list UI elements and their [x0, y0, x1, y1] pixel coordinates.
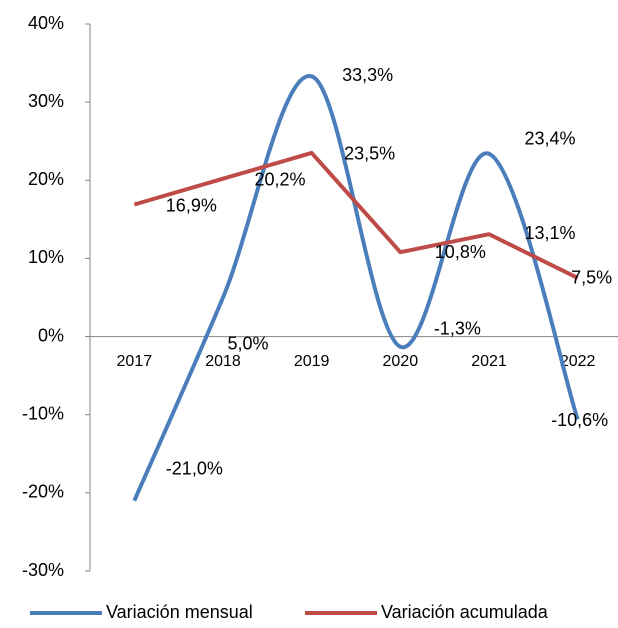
- data-label: -21,0%: [166, 458, 223, 478]
- y-tick-label: 10%: [28, 247, 64, 267]
- y-tick-label: 20%: [28, 169, 64, 189]
- x-tick-label: 2019: [294, 353, 330, 370]
- x-tick-label: 2020: [383, 353, 419, 370]
- data-label: 23,5%: [344, 144, 395, 164]
- data-label: 33,3%: [342, 65, 393, 85]
- y-tick-label: -10%: [22, 403, 64, 423]
- x-tick-label: 2017: [117, 353, 153, 370]
- data-label: 13,1%: [524, 223, 575, 243]
- y-tick-label: -20%: [22, 482, 64, 502]
- series-line: [133, 150, 579, 280]
- data-label: 20,2%: [254, 169, 305, 189]
- data-label: -1,3%: [434, 318, 481, 338]
- legend-label: Variación mensual: [106, 602, 253, 622]
- y-tick-label: 40%: [28, 13, 64, 33]
- y-tick-label: 0%: [38, 325, 64, 345]
- legend-label: Variación acumulada: [381, 602, 549, 622]
- y-tick-label: 30%: [28, 91, 64, 111]
- data-label: 23,4%: [524, 128, 575, 148]
- data-label: 16,9%: [166, 195, 217, 215]
- data-label: 7,5%: [571, 268, 612, 288]
- y-tick-label: -30%: [22, 560, 64, 580]
- x-tick-label: 2021: [471, 353, 507, 370]
- data-label: -10,6%: [551, 410, 608, 430]
- x-tick-label: 2018: [205, 353, 241, 370]
- x-tick-label: 2022: [560, 353, 596, 370]
- data-label: 5,0%: [227, 333, 268, 353]
- series-line: [132, 74, 580, 502]
- data-label: 10,8%: [435, 242, 486, 262]
